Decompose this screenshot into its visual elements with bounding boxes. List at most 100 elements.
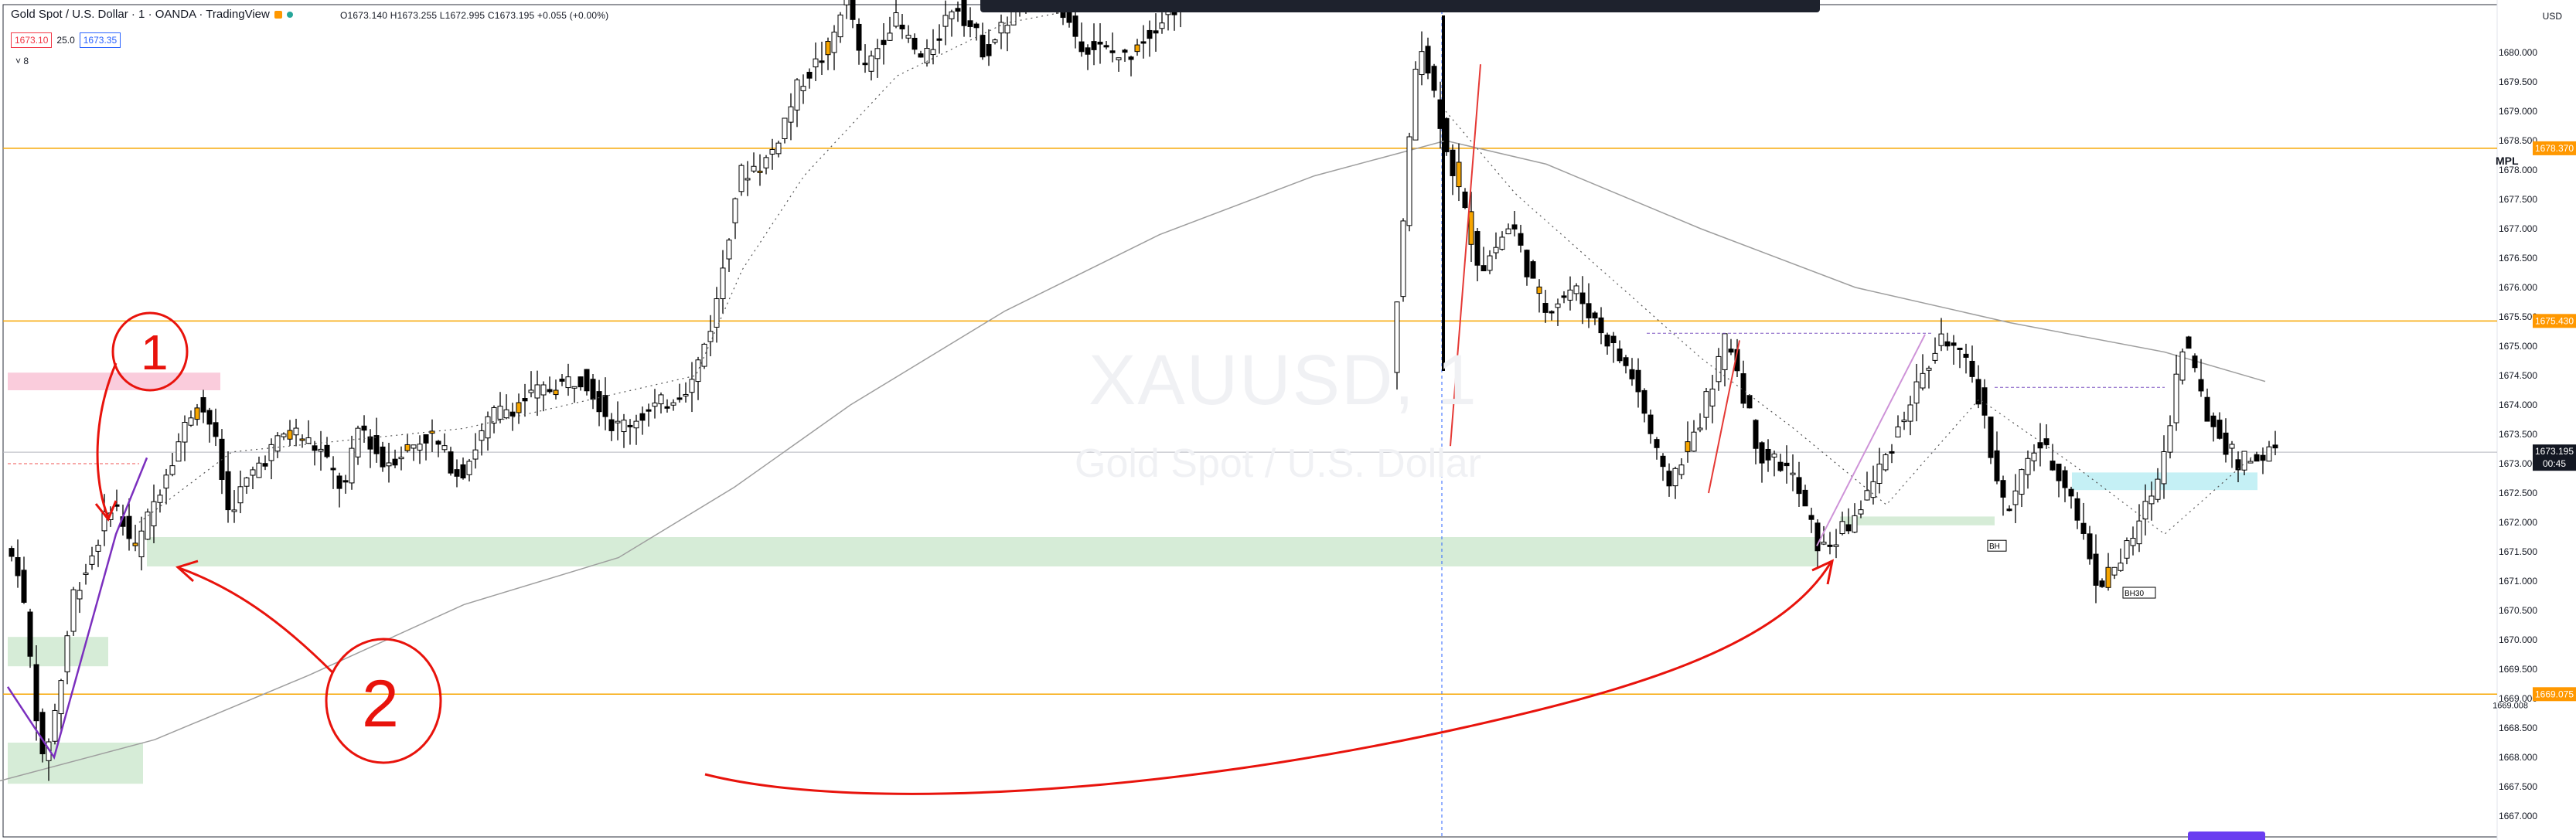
candle-body (732, 198, 738, 223)
scroll-to-realtime-button[interactable] (2188, 831, 2265, 840)
candle-body (2019, 469, 2025, 495)
price-tick: 1676.500 (2499, 253, 2537, 264)
candle-body (398, 457, 404, 460)
candle-body (813, 58, 819, 68)
buy-button[interactable]: 1673.35 (79, 32, 121, 48)
candle-body (571, 386, 578, 389)
arrow-curve-1 (96, 362, 118, 519)
candle-body (2043, 438, 2050, 446)
sell-button[interactable]: 1673.10 (11, 32, 53, 48)
candle-body (522, 398, 528, 402)
ma-line (0, 140, 2266, 782)
candle-body (281, 434, 287, 437)
candle-body (782, 117, 788, 140)
candle-body (1641, 389, 1647, 414)
purple-swing-line (6, 457, 148, 760)
symbol-header[interactable]: Gold Spot / U.S. Dollar · 1 · OANDA · Tr… (11, 8, 293, 21)
candle-body (423, 434, 429, 444)
candle-body (1400, 220, 1406, 298)
trailing-stop-line-2 (1445, 111, 2258, 535)
demand-zone-main (147, 537, 1817, 566)
price-tag-bg (2533, 687, 2576, 702)
candle-body (1437, 99, 1443, 129)
current-price-tag-bg (2533, 444, 2576, 471)
candle-body (850, 0, 856, 20)
candle-body (751, 165, 757, 172)
candle-body (151, 501, 157, 527)
candle-body (1579, 292, 1586, 304)
candle-body (70, 589, 77, 632)
symbol-title[interactable]: Gold Spot / U.S. Dollar · 1 · OANDA · Tr… (11, 8, 270, 21)
candle-body (2111, 566, 2118, 576)
candle-body (1957, 347, 1963, 350)
candle-body (881, 39, 887, 46)
candle-body (664, 406, 670, 409)
currency-selector[interactable]: USD (2542, 11, 2562, 22)
candle-body (244, 477, 250, 487)
candle-body (998, 22, 1004, 34)
candle-body (231, 509, 237, 512)
candle-body (627, 424, 633, 427)
purple-swing-line-2 (1816, 334, 1926, 546)
candle-body (2080, 522, 2087, 534)
candle-body (1647, 414, 1654, 434)
arrowhead-2 (175, 559, 199, 583)
candle-body (1963, 353, 1969, 358)
candle-body (1617, 349, 1623, 362)
candle-body (2229, 444, 2235, 449)
candle-body (2136, 520, 2142, 545)
candle-body (615, 420, 621, 423)
candle-body (1827, 544, 1833, 547)
price-tag: 1675.430 (2535, 315, 2574, 326)
candle-body (1722, 333, 1728, 370)
candle-body (2105, 566, 2111, 588)
candle-body (1709, 388, 1716, 406)
candle-body (924, 48, 930, 63)
candle-body (33, 664, 39, 722)
candle-body (949, 11, 955, 19)
candle-body (1567, 289, 1573, 301)
annotation-number-2: 2 (362, 667, 399, 741)
candle-body (534, 384, 540, 399)
order-buttons: 1673.10 25.0 1673.35 (11, 32, 121, 48)
candle-body (986, 44, 992, 56)
candle-body (336, 475, 342, 489)
indicator-toggle[interactable]: ˅ 8 (15, 56, 29, 66)
candle-body (918, 53, 924, 58)
candle-body (763, 157, 769, 168)
candle-body (441, 445, 448, 451)
candle-body (1610, 335, 1617, 344)
candle-body (1685, 441, 1691, 452)
candle-body (2093, 553, 2099, 586)
candle-body (1765, 448, 1771, 461)
candle-body (1944, 341, 1951, 347)
candle-body (1481, 265, 1487, 271)
candle-body (2056, 464, 2062, 481)
bh30-label-box (2122, 587, 2156, 599)
mpl-label: MPL (2496, 155, 2519, 167)
candle-body (1468, 211, 1474, 245)
candle-body (448, 451, 454, 474)
candle-body (1394, 301, 1400, 373)
candle-body (1456, 162, 1462, 188)
candle-body (1555, 303, 1561, 308)
drawing-toolbar[interactable] (980, 0, 1820, 12)
candle-body (565, 376, 571, 389)
candle-body (1981, 387, 1988, 416)
candle-body (1678, 464, 1685, 475)
price-tick: 1674.500 (2499, 370, 2537, 381)
candle-body (1808, 515, 1814, 520)
annotation-circle-2 (325, 638, 442, 764)
price-tick: 1672.500 (2499, 488, 2537, 498)
candle-body (1852, 515, 1858, 533)
candle-body (411, 444, 417, 449)
candle-body (361, 425, 367, 431)
candle-body (145, 512, 151, 540)
candle-body (1728, 349, 1734, 353)
price-axis[interactable]: 1680.000 1679.500 1679.000 1678.500 1678.000… (2493, 47, 2576, 821)
zones (8, 372, 2257, 784)
candle-body (1147, 29, 1153, 39)
demand-zone-small (1840, 516, 1995, 525)
candle-body (516, 402, 522, 413)
